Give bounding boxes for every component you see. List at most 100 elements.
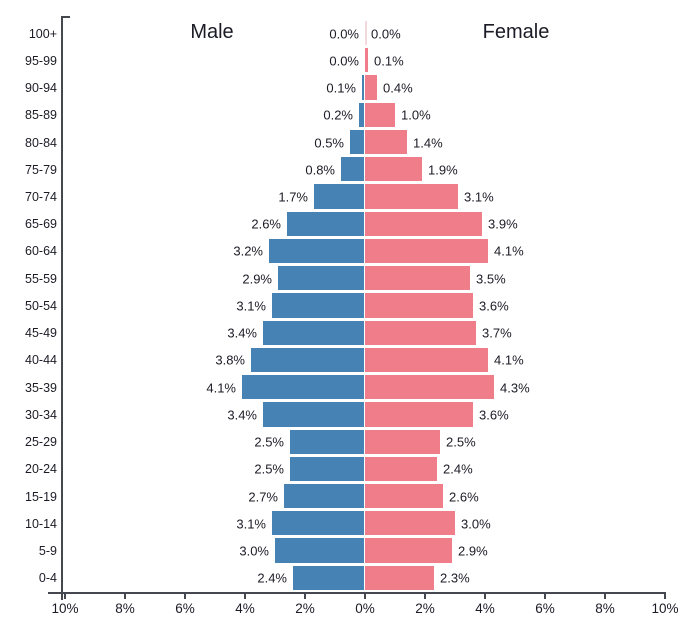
male-bar bbox=[362, 75, 365, 100]
female-value-label: 1.4% bbox=[413, 135, 443, 151]
male-value-label: 0.2% bbox=[323, 107, 353, 123]
pyramid-row: 90-94 0.1% 0.4% bbox=[0, 74, 686, 101]
female-value-label: 2.6% bbox=[449, 489, 479, 505]
age-group-label: 90-94 bbox=[25, 81, 57, 96]
male-bar bbox=[341, 157, 365, 182]
x-axis-tick-label: 2% bbox=[295, 601, 315, 616]
female-value-label: 3.6% bbox=[479, 298, 509, 314]
bars-area: 100+ 0.0% 0.0% 95-99 0.0% 0.1% 90-94 0.1% 0.4% 85… bbox=[0, 20, 686, 592]
pyramid-row: 20-24 2.5% 2.4% bbox=[0, 456, 686, 483]
pyramid-row: 50-54 3.1% 3.6% bbox=[0, 292, 686, 319]
female-value-label: 4.3% bbox=[500, 380, 530, 396]
female-bar bbox=[365, 483, 443, 509]
age-group-label: 55-59 bbox=[25, 271, 57, 286]
pyramid-row: 80-84 0.5% 1.4% bbox=[0, 129, 686, 156]
age-group-label: 50-54 bbox=[25, 298, 57, 313]
pyramid-row: 5-9 3.0% 2.9% bbox=[0, 537, 686, 564]
x-axis-tick bbox=[604, 593, 606, 599]
x-axis-tick bbox=[484, 593, 486, 599]
female-value-label: 2.4% bbox=[443, 461, 473, 477]
x-axis-tick-label: 8% bbox=[115, 601, 135, 616]
female-bar bbox=[365, 211, 482, 236]
x-axis-tick bbox=[244, 593, 246, 599]
x-axis-tick bbox=[184, 593, 186, 599]
pyramid-row: 65-69 2.6% 3.9% bbox=[0, 211, 686, 238]
x-axis-tick bbox=[124, 593, 126, 599]
female-series-title: Female bbox=[482, 21, 550, 43]
female-value-label: 3.9% bbox=[488, 216, 518, 232]
female-bar bbox=[365, 347, 488, 373]
male-bar bbox=[272, 293, 365, 318]
x-axis-tick-label: 4% bbox=[235, 601, 255, 616]
age-group-label: 95-99 bbox=[25, 53, 57, 68]
male-bar bbox=[350, 129, 365, 155]
female-bar bbox=[365, 238, 488, 264]
age-group-label: 40-44 bbox=[25, 353, 57, 368]
female-bar bbox=[365, 21, 367, 46]
male-series-title: Male bbox=[190, 21, 234, 43]
female-bar bbox=[365, 48, 368, 73]
female-value-label: 3.5% bbox=[476, 271, 506, 287]
x-axis-tick bbox=[544, 593, 546, 599]
x-axis-tick-label: 8% bbox=[595, 601, 615, 616]
male-value-label: 2.9% bbox=[242, 271, 272, 287]
age-group-label: 70-74 bbox=[25, 190, 57, 205]
pyramid-row: 55-59 2.9% 3.5% bbox=[0, 265, 686, 292]
male-bar bbox=[278, 266, 365, 291]
age-group-label: 100+ bbox=[28, 26, 57, 41]
pyramid-row: 95-99 0.0% 0.1% bbox=[0, 47, 686, 74]
female-bar bbox=[365, 456, 437, 481]
age-group-label: 30-34 bbox=[25, 407, 57, 422]
male-value-label: 0.1% bbox=[326, 80, 356, 96]
male-bar bbox=[290, 429, 365, 454]
female-bar bbox=[365, 429, 440, 454]
male-value-label: 1.7% bbox=[278, 189, 308, 205]
male-bar bbox=[290, 456, 365, 481]
female-value-label: 0.4% bbox=[383, 80, 413, 96]
female-value-label: 3.6% bbox=[479, 407, 509, 423]
female-value-label: 2.9% bbox=[458, 543, 488, 559]
pyramid-row: 35-39 4.1% 4.3% bbox=[0, 374, 686, 401]
female-bar bbox=[365, 129, 407, 155]
age-group-label: 75-79 bbox=[25, 162, 57, 177]
female-value-label: 4.1% bbox=[494, 352, 524, 368]
pyramid-row: 10-14 3.1% 3.0% bbox=[0, 510, 686, 537]
female-value-label: 0.0% bbox=[371, 26, 401, 42]
x-axis-tick-label: 6% bbox=[175, 601, 195, 616]
male-value-label: 0.0% bbox=[329, 26, 359, 42]
male-value-label: 4.1% bbox=[206, 380, 236, 396]
age-group-label: 45-49 bbox=[25, 326, 57, 341]
male-bar bbox=[359, 102, 365, 127]
male-bar bbox=[251, 347, 365, 373]
female-value-label: 1.0% bbox=[401, 107, 431, 123]
male-value-label: 3.2% bbox=[233, 243, 263, 259]
female-value-label: 0.1% bbox=[374, 53, 404, 69]
male-bar bbox=[284, 483, 365, 509]
female-bar bbox=[365, 538, 452, 563]
age-group-label: 35-39 bbox=[25, 380, 57, 395]
y-axis-line bbox=[61, 16, 63, 600]
male-value-label: 2.4% bbox=[257, 570, 287, 586]
x-axis-tick-label: 6% bbox=[535, 601, 555, 616]
female-value-label: 4.1% bbox=[494, 243, 524, 259]
male-value-label: 2.5% bbox=[254, 434, 284, 450]
female-value-label: 2.3% bbox=[440, 570, 470, 586]
male-value-label: 3.8% bbox=[215, 352, 245, 368]
pyramid-row: 15-19 2.7% 2.6% bbox=[0, 483, 686, 510]
x-axis-tick-label: 10% bbox=[51, 601, 79, 616]
female-bar bbox=[365, 157, 422, 182]
female-bar bbox=[365, 402, 473, 427]
age-group-label: 80-84 bbox=[25, 135, 57, 150]
x-axis-tick-label: 4% bbox=[475, 601, 495, 616]
male-value-label: 0.0% bbox=[329, 53, 359, 69]
male-bar bbox=[275, 538, 365, 563]
male-value-label: 0.5% bbox=[314, 135, 344, 151]
x-axis-tick bbox=[364, 593, 366, 599]
male-bar bbox=[293, 565, 365, 590]
male-value-label: 2.5% bbox=[254, 461, 284, 477]
male-value-label: 3.1% bbox=[236, 298, 266, 314]
pyramid-row: 45-49 3.4% 3.7% bbox=[0, 320, 686, 347]
female-bar bbox=[365, 184, 458, 209]
male-bar bbox=[314, 184, 365, 209]
